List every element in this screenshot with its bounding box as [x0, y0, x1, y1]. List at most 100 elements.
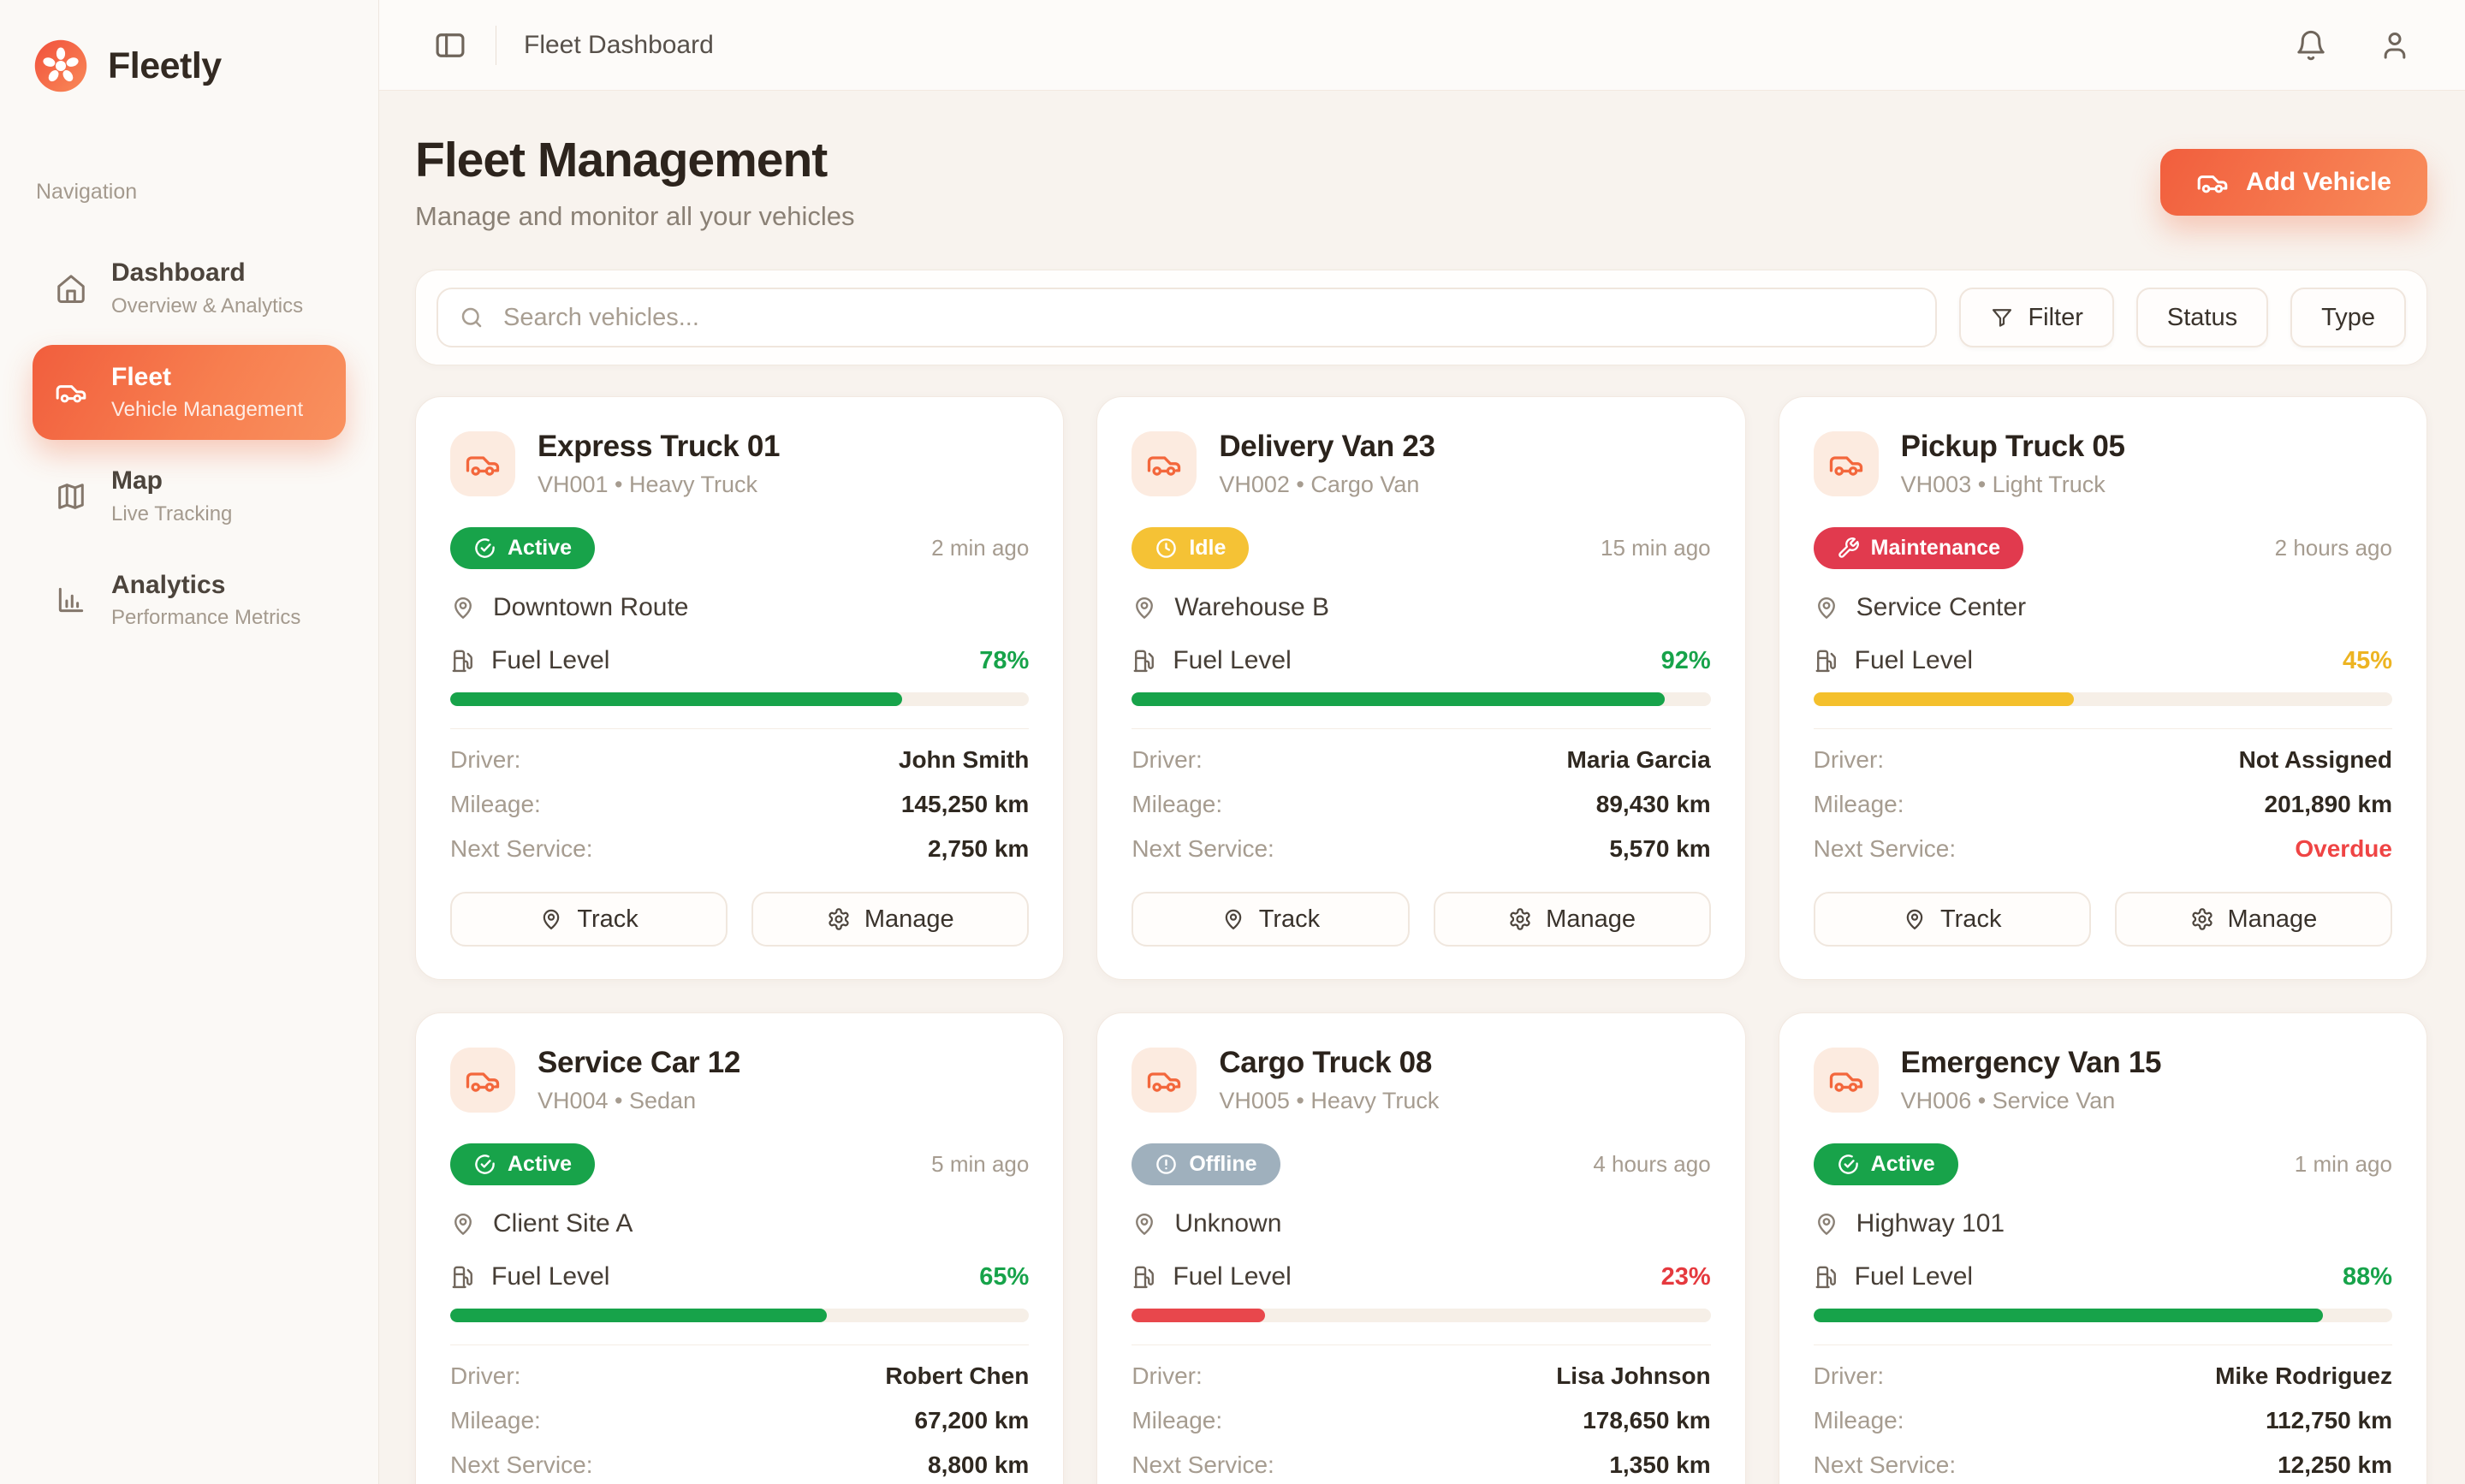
fuel-row: Fuel Level 92%: [1132, 646, 1711, 675]
next-service-value: 5,570 km: [1609, 835, 1711, 862]
status-row: Idle 15 min ago: [1132, 527, 1711, 569]
fuel-percentage: 65%: [979, 1262, 1030, 1291]
sidebar-toggle-button[interactable]: [432, 27, 468, 63]
vehicle-location: Downtown Route: [493, 593, 689, 621]
last-updated: 5 min ago: [931, 1151, 1030, 1177]
status-badge: Active: [450, 1143, 596, 1185]
driver-row: Driver: Mike Rodriguez: [1814, 1362, 2392, 1390]
check-circle-icon: [1838, 1155, 1858, 1174]
vehicle-name: Pickup Truck 05: [1900, 430, 2125, 463]
driver-row: Driver: John Smith: [450, 746, 1029, 774]
fuel-progress-fill: [1132, 1309, 1265, 1322]
manage-label: Manage: [2227, 905, 2318, 933]
map-pin-icon: [1136, 597, 1154, 619]
vehicle-avatar: [1132, 431, 1197, 496]
manage-button[interactable]: Manage: [2114, 892, 2392, 947]
fuel-progress-fill: [1813, 692, 2074, 706]
filter-label: Filter: [2028, 303, 2083, 331]
sidebar-item-analytics[interactable]: Analytics Performance Metrics: [33, 553, 346, 649]
location-row: Warehouse B: [1132, 593, 1710, 622]
fuel-progress-fill: [1813, 1309, 2323, 1322]
mileage-row: Mileage: 201,890 km: [1814, 791, 2392, 818]
sidebar-item-dashboard[interactable]: Dashboard Overview & Analytics: [33, 240, 346, 336]
search-toolbar: Filter Status Type: [415, 270, 2427, 365]
notifications-button[interactable]: [2294, 28, 2328, 62]
last-updated: 1 min ago: [2294, 1151, 2392, 1177]
user-menu-button[interactable]: [2378, 28, 2412, 62]
fuel-percentage: 78%: [979, 646, 1030, 674]
van-icon: [56, 385, 86, 403]
driver-label: Driver:: [450, 746, 521, 773]
user-icon: [2384, 32, 2406, 59]
next-service-value: Overdue: [2295, 835, 2392, 862]
track-label: Track: [1258, 905, 1321, 933]
next-service-row: Next Service: 8,800 km: [450, 1451, 1029, 1479]
vehicle-name: Cargo Truck 08: [1219, 1046, 1433, 1079]
location-row: Unknown: [1132, 1209, 1710, 1238]
fuel-percentage: 88%: [2342, 1262, 2392, 1291]
fuel-progress-track: [1813, 692, 2392, 706]
status-filter-button[interactable]: Status: [2135, 288, 2269, 347]
driver-label: Driver:: [1132, 746, 1203, 773]
next-service-row: Next Service: 5,570 km: [1132, 835, 1710, 863]
vehicle-id-type: VH005 • Heavy Truck: [1219, 1088, 1440, 1113]
status-badge: Offline: [1132, 1143, 1280, 1185]
map-pin-icon: [1225, 909, 1241, 929]
filter-button[interactable]: Filter: [1959, 288, 2114, 347]
vehicle-card: Delivery Van 23 VH002 • Cargo Van Idle: [1096, 396, 1746, 980]
next-service-label: Next Service:: [450, 1451, 593, 1478]
funnel-icon: [1993, 309, 2012, 327]
vehicle-card-header: Express Truck 01 VH001 • Heavy Truck: [450, 430, 1029, 498]
manage-button[interactable]: Manage: [1433, 892, 1711, 947]
status-badge: Active: [450, 527, 596, 569]
vehicle-name: Express Truck 01: [538, 430, 781, 463]
sidebar-item-fleet[interactable]: Fleet Vehicle Management: [33, 344, 346, 440]
vehicle-card: Emergency Van 15 VH006 • Service Van Act…: [1778, 1012, 2427, 1484]
vehicle-avatar: [450, 1048, 515, 1113]
page-header: Fleet Management Manage and monitor all …: [415, 132, 2427, 232]
mileage-value: 67,200 km: [914, 1407, 1030, 1434]
van-icon: [1148, 456, 1181, 476]
status-badge: Idle: [1132, 527, 1250, 569]
fuel-row: Fuel Level 88%: [1814, 1262, 2392, 1291]
location-row: Client Site A: [450, 1209, 1029, 1238]
add-vehicle-button[interactable]: Add Vehicle: [2159, 148, 2427, 216]
card-divider: [1813, 728, 2392, 729]
alert-circle-icon: [1156, 1155, 1177, 1174]
track-button[interactable]: Track: [450, 892, 728, 947]
mileage-label: Mileage:: [1813, 1407, 1904, 1434]
fuel-row: Fuel Level 78%: [450, 646, 1029, 675]
track-button[interactable]: Track: [1132, 892, 1410, 947]
sidebar-item-label: Map: [111, 466, 163, 495]
last-updated: 2 min ago: [931, 535, 1030, 561]
type-filter-button[interactable]: Type: [2290, 288, 2406, 347]
status-label: Active: [508, 536, 573, 560]
status-row: Maintenance 2 hours ago: [1813, 527, 2392, 569]
van-icon: [1148, 1072, 1181, 1092]
fuel-level-label: Fuel Level: [1854, 646, 1974, 674]
mileage-value: 145,250 km: [900, 791, 1030, 817]
mileage-row: Mileage: 67,200 km: [450, 1407, 1029, 1434]
track-button[interactable]: Track: [1813, 892, 2091, 947]
sidebar: Fleetly Navigation Dashboard Overview & …: [0, 0, 379, 1484]
vehicle-location: Service Center: [1856, 593, 2027, 621]
status-row: Active 5 min ago: [450, 1143, 1029, 1185]
fuel-pump-icon: [1133, 1266, 1155, 1289]
manage-button[interactable]: Manage: [751, 892, 1030, 947]
search-input[interactable]: [502, 302, 1916, 333]
map-pin-icon: [543, 909, 560, 929]
vehicle-id-type: VH006 • Service Van: [1900, 1088, 2116, 1113]
driver-row: Driver: Maria Garcia: [1132, 746, 1710, 774]
next-service-label: Next Service:: [1813, 835, 1957, 862]
fuel-progress-track: [1132, 1309, 1711, 1322]
status-label: Idle: [1189, 536, 1227, 560]
next-service-value: 1,350 km: [1609, 1451, 1711, 1478]
manage-label: Manage: [1546, 905, 1636, 933]
fuel-pump-icon: [1133, 650, 1155, 673]
driver-row: Driver: Lisa Johnson: [1132, 1362, 1710, 1390]
search-box: [437, 288, 1938, 347]
sidebar-item-map[interactable]: Map Live Tracking: [33, 448, 346, 544]
status-row: Active 1 min ago: [1813, 1143, 2392, 1185]
last-updated: 15 min ago: [1601, 535, 1711, 561]
nav-section-label: Navigation: [36, 180, 138, 204]
